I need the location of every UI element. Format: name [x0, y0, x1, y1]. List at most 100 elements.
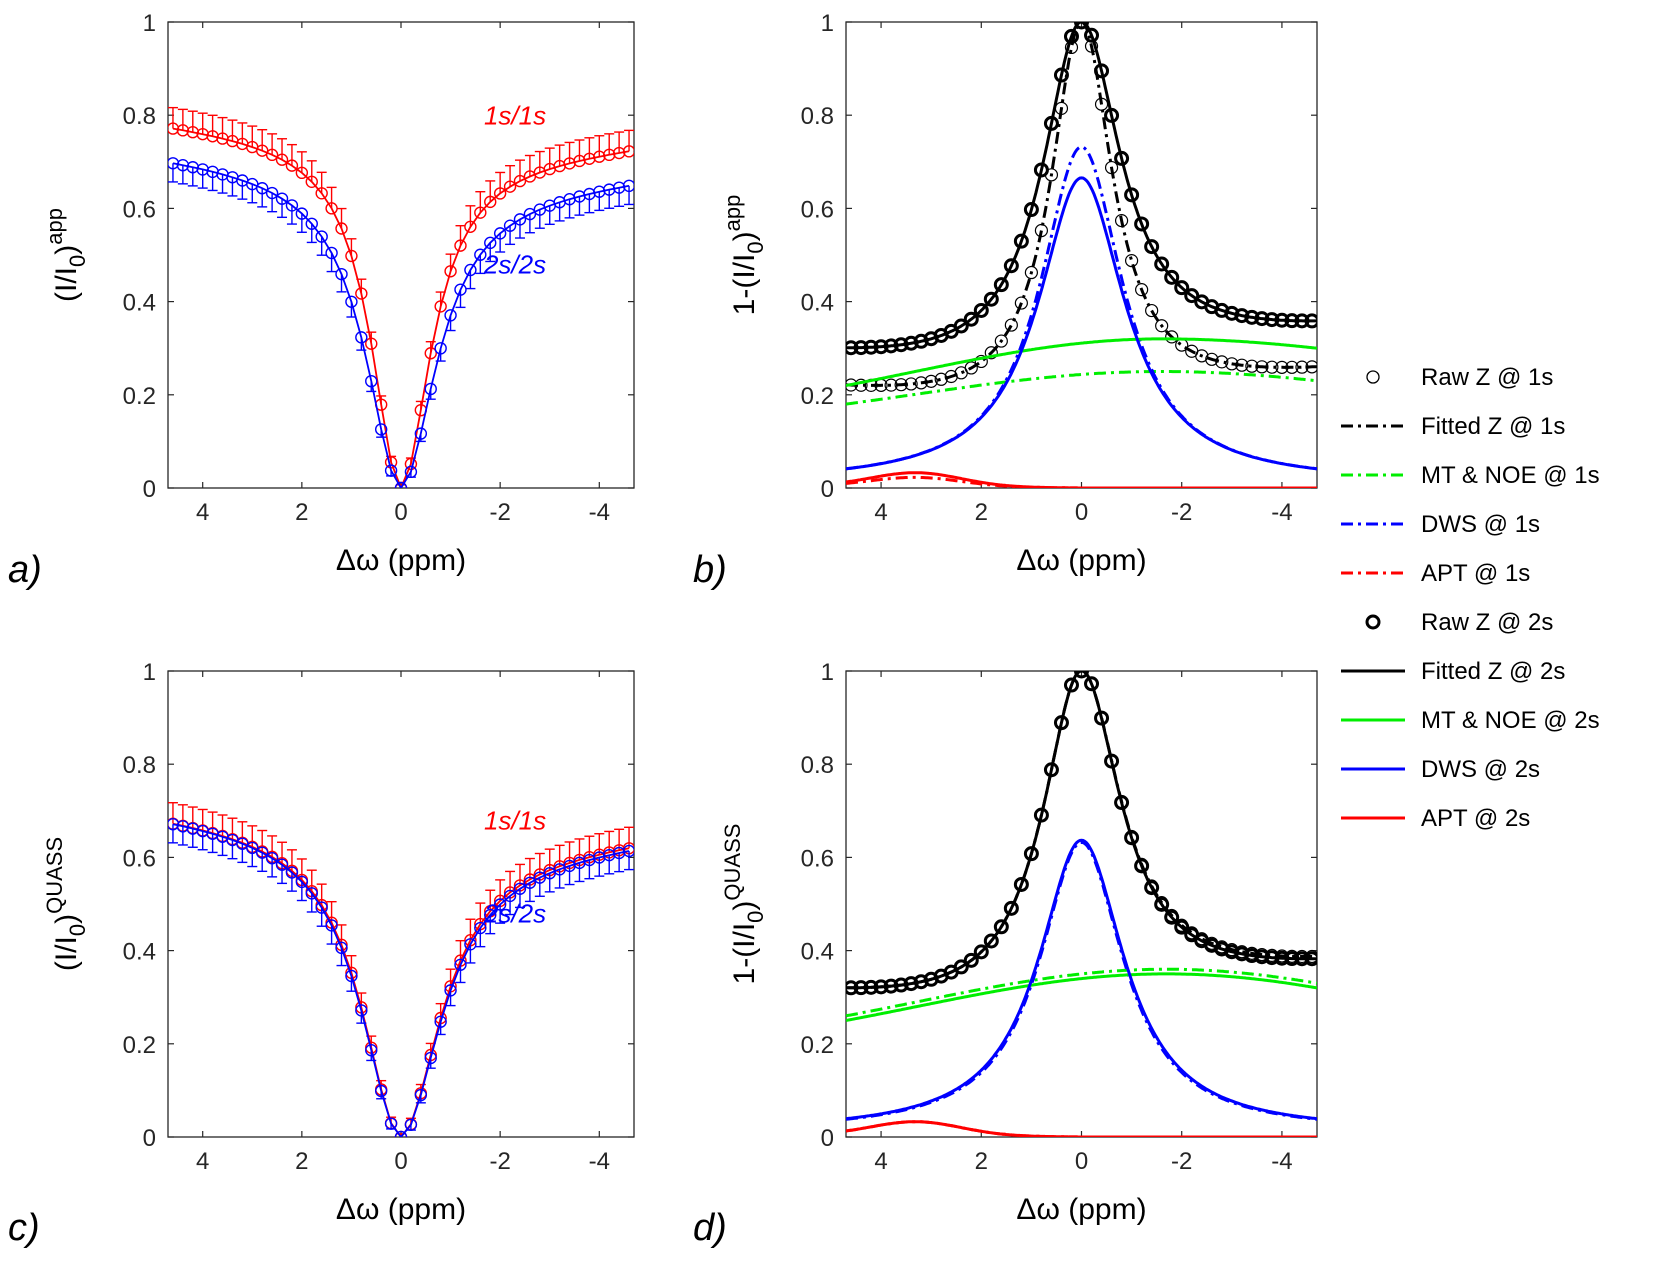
legend-label: Raw Z @ 1s	[1421, 364, 1553, 391]
y-tick-label: 0.4	[123, 290, 156, 317]
series-mt-noe-1s	[846, 967, 1317, 1018]
data-point	[444, 984, 457, 997]
data-point	[1174, 280, 1190, 296]
data-point	[1145, 303, 1159, 318]
x-tick-label: 0	[1075, 499, 1088, 526]
data-point	[993, 277, 1009, 293]
data-point	[168, 122, 180, 135]
data-point	[1124, 830, 1140, 846]
data-point	[168, 157, 180, 170]
data-point	[464, 220, 477, 233]
series-line	[846, 176, 1317, 471]
data-point	[345, 249, 358, 263]
data-point	[474, 206, 487, 219]
x-tick-label: 4	[196, 1148, 209, 1175]
panel-label: b)	[693, 549, 727, 591]
data-point	[1084, 676, 1100, 692]
series-line	[846, 972, 1317, 1022]
series-2s-2s	[168, 157, 634, 488]
data-point	[285, 199, 299, 212]
data-point	[434, 300, 447, 313]
data-point	[984, 346, 998, 360]
data-point	[295, 875, 309, 889]
y-tick-label: 0.4	[801, 939, 834, 966]
plot-marks	[168, 802, 634, 1137]
y-axis-label: (I/I0)app	[42, 208, 90, 302]
series-line	[846, 370, 1317, 406]
y-tick-label: 0.8	[801, 103, 834, 130]
series-2s-2s	[168, 817, 634, 1137]
x-tick-label: -2	[489, 1148, 510, 1175]
series-fitted-z-2s	[846, 22, 1317, 350]
y-tick-label: 0	[143, 1125, 156, 1152]
data-point	[265, 148, 279, 162]
y-tick-label: 0	[821, 476, 834, 503]
y-tick-label: 0.2	[123, 1032, 156, 1059]
y-tick-label: 1	[821, 10, 834, 37]
panel-b: 4 2 0 -2 -4 0 0.2 0.4 0.6 0.8 1 Δω (ppm) 1-(I/I0)app…	[693, 10, 1318, 591]
data-point	[444, 309, 457, 322]
data-point	[593, 150, 606, 163]
data-point	[622, 179, 634, 193]
data-point	[394, 1130, 408, 1137]
series-annotation: 1s/1s	[484, 805, 546, 835]
data-point	[622, 844, 634, 858]
data-point	[953, 959, 969, 975]
data-point	[1155, 319, 1169, 333]
data-point	[1174, 919, 1190, 935]
data-point	[285, 866, 299, 879]
y-axis-label: 1-(I/I0)app	[720, 195, 768, 316]
x-tick-label: -2	[1171, 1148, 1192, 1175]
data-point	[246, 841, 259, 855]
data-point	[464, 938, 477, 951]
legend-item: MT & NOE @ 1s	[1341, 462, 1600, 489]
data-point	[1004, 318, 1018, 332]
data-point	[355, 331, 368, 344]
data-point	[454, 239, 467, 252]
y-tick-label: 0.8	[123, 103, 156, 130]
data-point	[414, 427, 428, 440]
data-point	[1003, 258, 1019, 274]
y-tick-label: 0.2	[801, 1032, 834, 1059]
data-point	[1164, 909, 1180, 925]
panel-label: c)	[8, 1207, 40, 1249]
data-point	[1074, 671, 1089, 679]
data-point	[523, 876, 537, 889]
plot-area	[167, 21, 635, 489]
data-point	[493, 227, 507, 240]
data-point	[355, 1004, 368, 1017]
series-line	[846, 1120, 1317, 1137]
data-point	[484, 195, 497, 209]
data-point	[1164, 269, 1180, 285]
data-point	[1134, 858, 1150, 874]
data-point	[1305, 360, 1317, 374]
data-point	[1134, 216, 1150, 232]
data-point	[1013, 876, 1029, 892]
data-point	[275, 858, 289, 871]
legend-label: DWS @ 2s	[1421, 756, 1540, 783]
data-point	[993, 919, 1009, 935]
series-apt-1s	[846, 475, 1317, 488]
series-apt-2s	[846, 471, 1317, 488]
x-tick-label: 4	[874, 499, 887, 526]
data-point	[934, 372, 948, 386]
series-line	[846, 838, 1317, 1121]
series-1s-1s	[168, 106, 634, 488]
data-point	[374, 1084, 388, 1098]
y-tick-label: 1	[821, 659, 834, 686]
x-axis-label: Δω (ppm)	[1016, 1193, 1146, 1226]
data-point	[315, 187, 328, 200]
y-tick-label: 0.4	[801, 290, 834, 317]
data-point	[513, 882, 527, 895]
y-tick-label: 0	[821, 1125, 834, 1152]
y-tick-label: 0.6	[123, 845, 156, 872]
data-point	[325, 246, 338, 260]
data-point	[493, 187, 507, 200]
panel-label: d)	[693, 1207, 727, 1249]
data-point	[994, 334, 1008, 348]
y-tick-label: 0.8	[801, 752, 834, 779]
series-mt-noe-2s	[846, 337, 1317, 387]
x-tick-label: -2	[1171, 499, 1192, 526]
data-point	[444, 265, 457, 278]
x-tick-label: 0	[394, 1148, 407, 1175]
